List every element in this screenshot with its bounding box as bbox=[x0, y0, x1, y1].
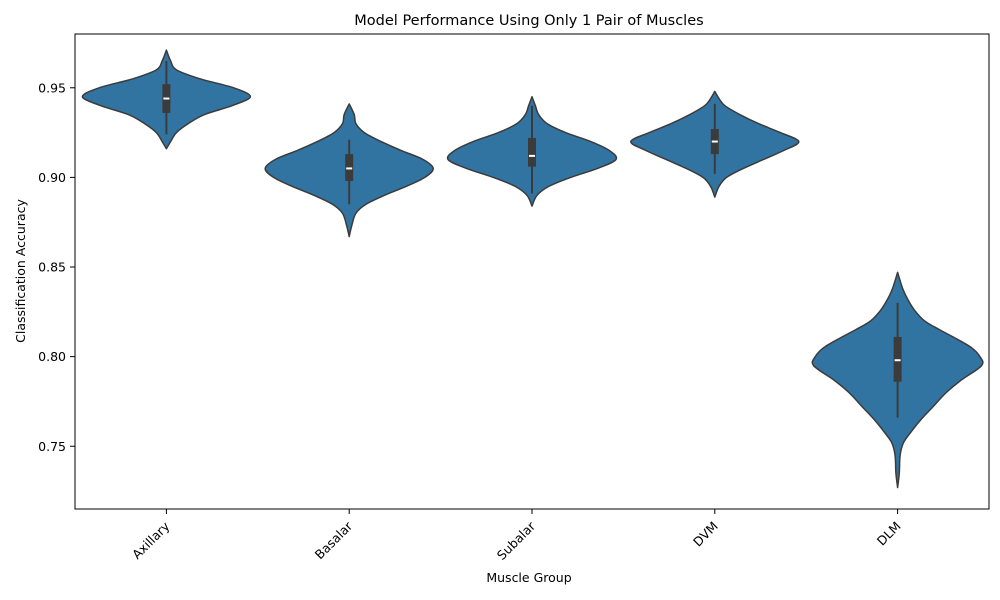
violin-axillary bbox=[81, 49, 252, 150]
y-axis: 0.75 0.80 0.85 0.90 0.95 bbox=[38, 80, 75, 454]
x-tick-label: Subalar bbox=[494, 518, 539, 563]
violin-dlm bbox=[811, 271, 984, 489]
y-tick-label: 0.85 bbox=[38, 260, 66, 275]
x-tick-label: DVM bbox=[690, 519, 721, 550]
y-tick-label: 0.75 bbox=[38, 439, 66, 454]
y-axis-title: Classification Accuracy bbox=[13, 199, 28, 343]
x-axis-title: Muscle Group bbox=[486, 570, 571, 585]
chart-title: Model Performance Using Only 1 Pair of M… bbox=[354, 13, 703, 29]
x-axis: Axillary Basalar Subalar DVM DLM bbox=[129, 509, 904, 563]
y-tick-label: 0.80 bbox=[38, 349, 66, 364]
violin-basalar bbox=[264, 103, 434, 238]
y-tick-label: 0.90 bbox=[38, 170, 66, 185]
y-tick-label: 0.95 bbox=[38, 80, 66, 95]
violin-iqr-box bbox=[528, 137, 536, 167]
x-tick-label: DLM bbox=[874, 519, 904, 549]
violins-layer bbox=[81, 49, 984, 489]
x-tick-label: Axillary bbox=[129, 518, 173, 562]
x-tick-label: Basalar bbox=[312, 518, 356, 562]
violin-subalar bbox=[446, 95, 618, 207]
violin-dvm bbox=[630, 90, 800, 198]
